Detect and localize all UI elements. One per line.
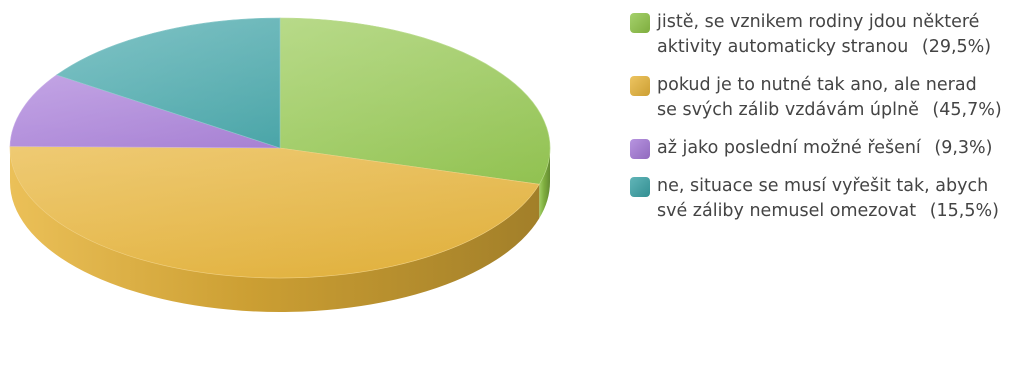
legend-swatch-3 [630,139,650,159]
legend-label-2: pokud je to nutné tak ano, ale nerad se … [657,75,977,120]
legend-value-1: (29,5%) [921,37,992,57]
legend-label-4: ne, situace se musí vyřešit tak, abych s… [657,176,989,221]
legend-swatch-1 [630,13,650,33]
legend-swatch-2 [630,76,650,96]
legend-label-1: jistě, se vznikem rodiny jdou některé ak… [657,12,980,57]
legend-value-3: (9,3%) [934,138,993,158]
legend-value-4: (15,5%) [929,201,999,221]
legend-item-1[interactable]: jistě, se vznikem rodiny jdou některé ak… [630,10,1002,60]
chart-legend: jistě, se vznikem rodiny jdou některé ak… [630,10,1002,237]
legend-item-4[interactable]: ne, situace se musí vyřešit tak, abych s… [630,174,1002,224]
legend-item-3[interactable]: až jako poslední možné řešení (9,3%) [630,136,1002,161]
legend-label-3: až jako poslední možné řešení [657,138,921,158]
legend-value-2: (45,7%) [932,100,1002,120]
legend-swatch-4 [630,177,650,197]
legend-item-2[interactable]: pokud je to nutné tak ano, ale nerad se … [630,73,1002,123]
pie-chart: jistě, se vznikem rodiny jdou některé ak… [9,17,551,312]
